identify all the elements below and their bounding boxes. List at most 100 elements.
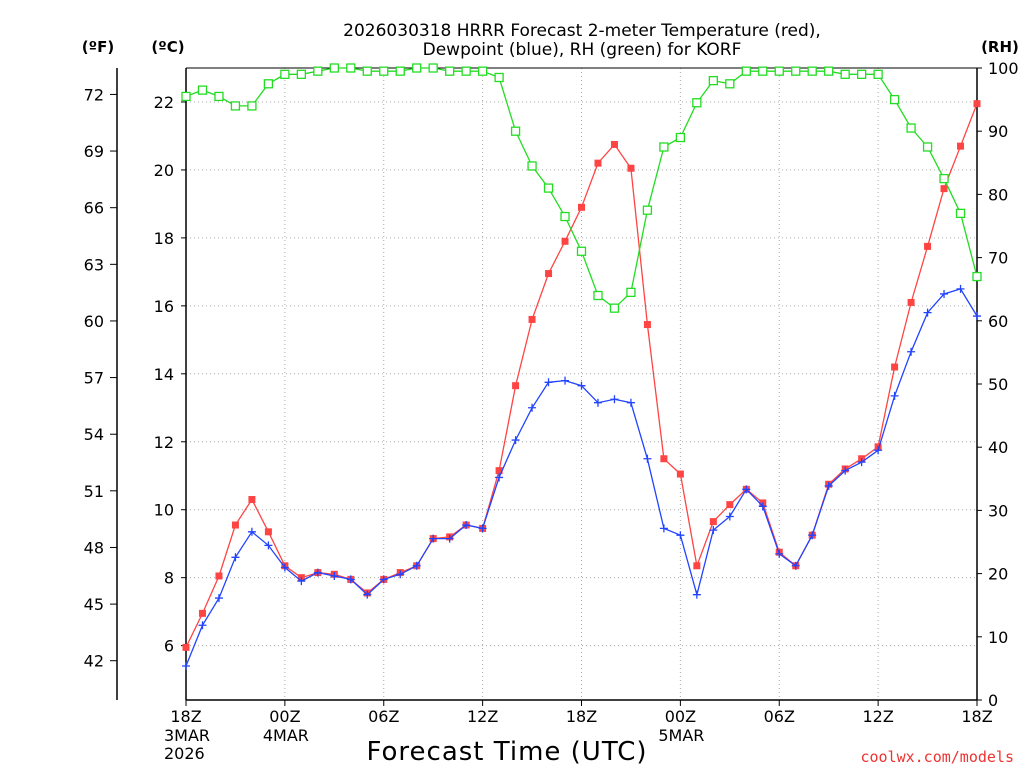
celsius-tick-label: 22	[154, 93, 174, 112]
x-tick-label-date: 3MAR	[164, 726, 210, 745]
rh-point	[395, 66, 405, 76]
x-axis-title: Forecast Time (UTC)	[366, 737, 647, 767]
rh-tick-label: 80	[988, 185, 1008, 204]
dewpoint-point	[758, 502, 767, 511]
rh-point	[181, 91, 191, 102]
tick-labels: 4245485154576063666972681012141618202201…	[84, 59, 1019, 763]
dewpoint-point	[429, 534, 438, 543]
x-tick-label-time: 18Z	[170, 707, 201, 726]
temperature-point	[676, 470, 684, 478]
dewpoint-point	[643, 454, 652, 463]
temperature-point	[264, 528, 272, 536]
rh-point	[412, 63, 422, 73]
temperature-point	[693, 562, 701, 570]
dewpoint-point	[412, 561, 421, 570]
dewpoint-point	[940, 289, 949, 298]
dewpoint-point	[907, 347, 916, 356]
x-tick-label-date: 5MAR	[658, 726, 704, 745]
rh-point	[675, 132, 686, 143]
temperature-point	[957, 142, 965, 150]
temperature-point	[248, 496, 256, 504]
rh-tick-label: 90	[988, 122, 1008, 141]
rh-point	[576, 246, 587, 256]
series-rh	[181, 63, 982, 313]
dewpoint-point	[462, 521, 471, 530]
fahrenheit-tick-label: 57	[84, 369, 104, 388]
rh-tick-label: 10	[988, 628, 1008, 647]
rh-point	[428, 63, 438, 73]
rh-point	[230, 101, 241, 111]
fahrenheit-tick-label: 42	[84, 652, 104, 671]
rh-point	[840, 69, 850, 79]
celsius-tick-label: 8	[164, 569, 174, 588]
rh-point	[906, 123, 916, 133]
rh-point	[807, 66, 817, 76]
rh-point	[774, 66, 784, 76]
dewpoint-point	[692, 590, 701, 599]
x-tick-label-time: 18Z	[566, 707, 597, 726]
rh-point	[609, 303, 620, 313]
rh-tick-label: 100	[988, 59, 1019, 78]
rh-point	[263, 79, 274, 89]
temperature-point	[924, 242, 932, 250]
temperature-point	[495, 467, 503, 475]
temperature-point	[594, 159, 602, 167]
rh-point	[955, 208, 966, 219]
rh-point	[477, 66, 488, 76]
series-layer	[181, 63, 982, 671]
dewpoint-point	[445, 534, 454, 543]
temperature-point	[973, 100, 981, 108]
dewpoint-point	[544, 378, 553, 387]
chart-title-line-2: Dewpoint (blue), RH (green) for KORF	[423, 40, 742, 60]
dewpoint-point	[775, 549, 784, 558]
fahrenheit-tick-label: 48	[84, 538, 104, 557]
rh-point	[741, 66, 751, 76]
rh-point	[626, 287, 636, 298]
dewpoint-point	[330, 571, 339, 580]
celsius-axis-label: (ºC)	[151, 38, 184, 56]
dewpoint-point	[528, 403, 537, 412]
credit-text: coolwx.com/models	[860, 748, 1014, 766]
temperature-point	[198, 609, 206, 617]
dewpoint-point	[198, 621, 207, 630]
x-tick-label-time: 12Z	[862, 707, 893, 726]
rh-point	[659, 142, 669, 152]
celsius-tick-label: 6	[164, 637, 174, 656]
dewpoint-point	[313, 568, 322, 577]
fahrenheit-tick-label: 66	[84, 199, 104, 218]
x-tick-label-time: 00Z	[269, 707, 300, 726]
celsius-tick-label: 14	[154, 365, 174, 384]
dewpoint-point	[478, 524, 487, 533]
dewpoint-point	[610, 395, 619, 404]
dewpoint-point	[561, 376, 570, 385]
rh-point	[494, 72, 504, 83]
rh-point	[889, 94, 900, 105]
rh-point	[692, 98, 702, 108]
dewpoint-point	[495, 473, 504, 482]
temperature-point	[643, 321, 651, 329]
temperature-line	[185, 103, 978, 648]
dewpoint-point	[791, 561, 800, 570]
dewpoint-point	[923, 308, 932, 317]
dewpoint-point	[231, 553, 240, 562]
chart-title-line-1: 2026030318 HRRR Forecast 2-meter Tempera…	[343, 21, 821, 41]
dewpoint-point	[297, 577, 306, 586]
rh-point	[445, 66, 455, 76]
temperature-point	[231, 521, 239, 529]
rh-point	[560, 211, 570, 222]
dewpoint-point	[346, 575, 355, 584]
x-tick-label-time: 06Z	[764, 707, 795, 726]
dewpoint-point	[511, 436, 520, 445]
dewpoint-point	[214, 594, 223, 603]
fahrenheit-tick-label: 63	[84, 255, 104, 274]
rh-tick-label: 20	[988, 565, 1008, 584]
dewpoint-point	[742, 485, 751, 494]
celsius-tick-label: 16	[154, 297, 174, 316]
rh-point	[362, 66, 372, 76]
dewpoint-point	[676, 531, 685, 540]
celsius-tick-label: 20	[154, 161, 174, 180]
fahrenheit-tick-label: 69	[84, 142, 104, 161]
dewpoint-line	[185, 288, 978, 667]
rh-axis-label: (RH)	[981, 38, 1019, 56]
dewpoint-point	[577, 381, 586, 390]
